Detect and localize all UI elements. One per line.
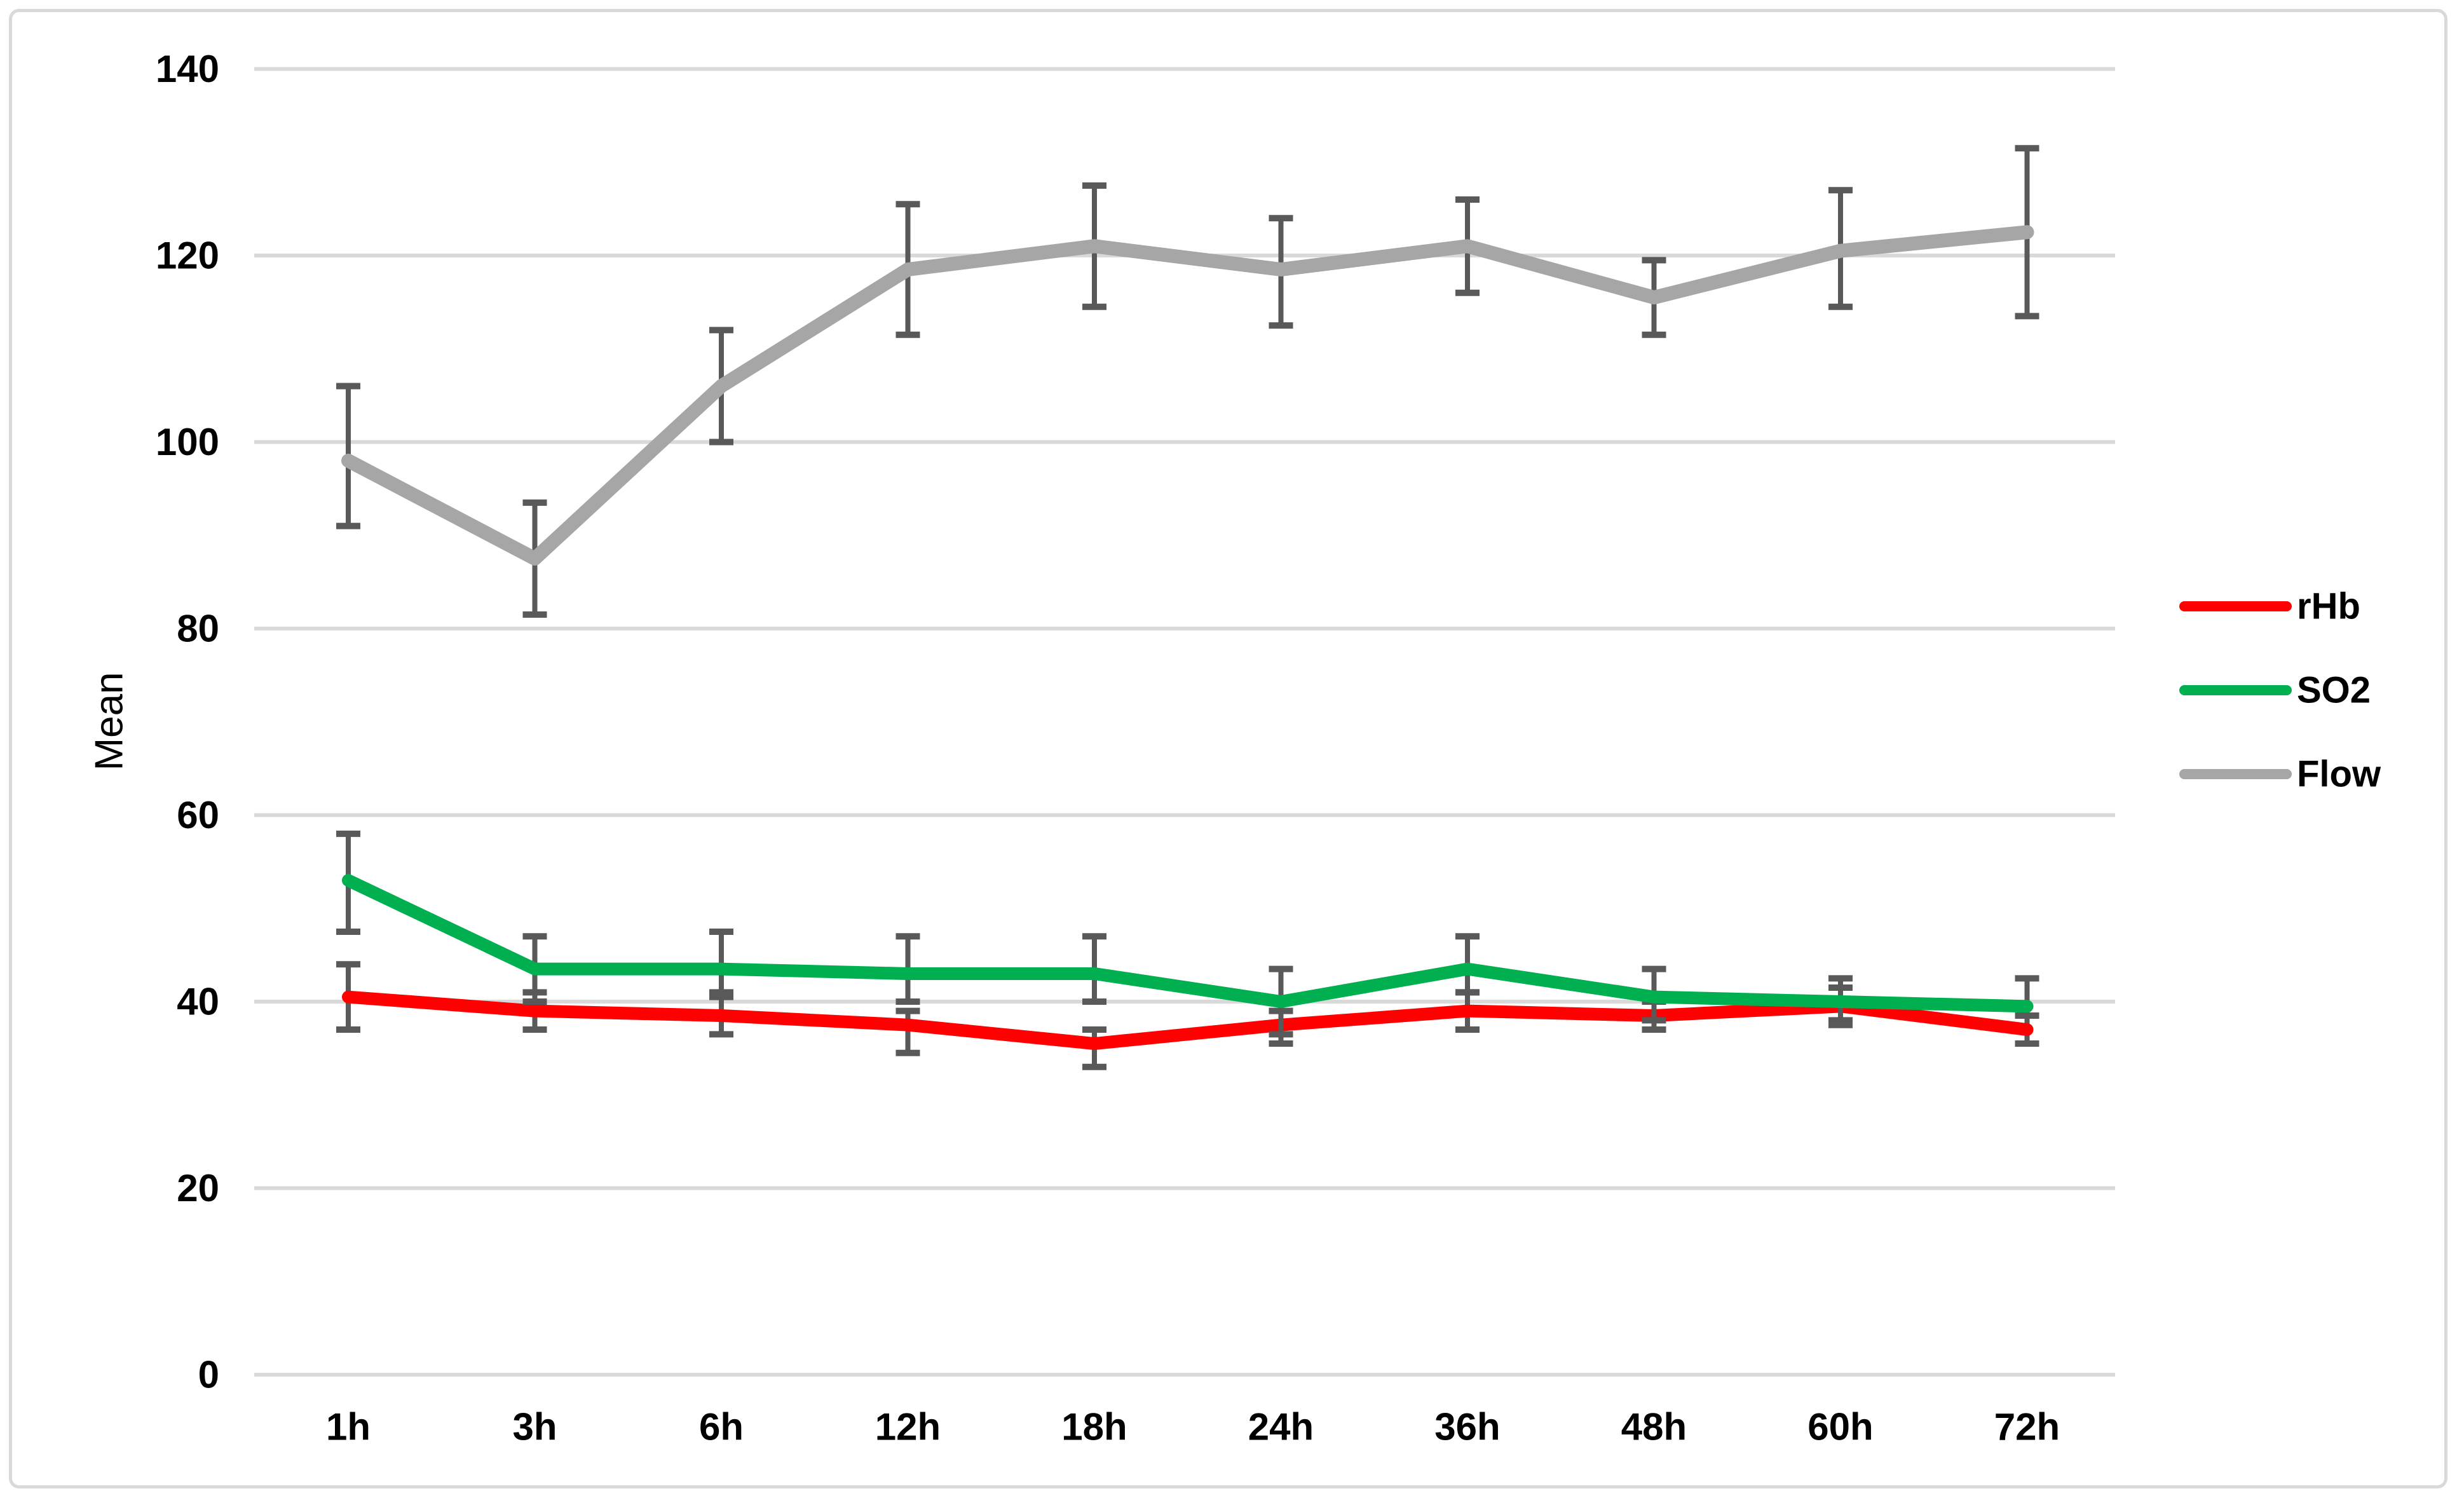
y-tick-label-40: 40: [177, 981, 219, 1023]
legend-label-Flow: Flow: [2297, 754, 2381, 795]
x-tick-label-24h: 24h: [1248, 1406, 1314, 1448]
x-axis-tick-labels: 1h 3h 6h 12h 18h 24h 36h 48h 60h 72h: [326, 1406, 2060, 1448]
x-tick-label-48h: 48h: [1621, 1406, 1687, 1448]
y-axis-title: Mean: [88, 672, 132, 770]
x-tick-label-6h: 6h: [699, 1406, 744, 1448]
error-bar-rHb-12h: [895, 1007, 920, 1056]
y-tick-label-100: 100: [156, 421, 219, 463]
y-tick-label-60: 60: [177, 794, 219, 836]
x-tick-label-36h: 36h: [1434, 1406, 1500, 1448]
x-tick-label-72h: 72h: [1994, 1406, 2060, 1448]
legend-item-Flow: Flow: [2179, 754, 2381, 795]
legend-item-rHb: rHb: [2179, 586, 2360, 627]
legend: rHb SO2 Flow: [2179, 586, 2381, 795]
series-line-SO2: [342, 874, 2034, 1013]
x-tick-label-12h: 12h: [875, 1406, 941, 1448]
y-axis-tick-labels: 0 20 40 60 80 100 120 140: [156, 48, 219, 1396]
series-layer: [336, 145, 2039, 1070]
y-tick-label-120: 120: [156, 235, 219, 277]
legend-item-SO2: SO2: [2179, 670, 2371, 711]
y-tick-label-140: 140: [156, 48, 219, 90]
series-line-rHb: [342, 990, 2034, 1051]
y-tick-label-80: 80: [177, 608, 219, 650]
x-tick-label-3h: 3h: [512, 1406, 557, 1448]
series-Flow: [336, 145, 2039, 618]
series-line-Flow: [341, 225, 2034, 566]
legend-label-SO2: SO2: [2297, 670, 2371, 711]
series-SO2: [336, 830, 2039, 1038]
x-tick-label-60h: 60h: [1807, 1406, 1873, 1448]
x-tick-label-18h: 18h: [1061, 1406, 1127, 1448]
x-tick-label-1h: 1h: [326, 1406, 371, 1448]
series-rHb: [336, 961, 2039, 1070]
y-tick-label-0: 0: [198, 1354, 219, 1396]
gridlines-layer: [254, 67, 2115, 1377]
y-tick-label-20: 20: [177, 1167, 219, 1209]
legend-label-rHb: rHb: [2297, 586, 2360, 627]
